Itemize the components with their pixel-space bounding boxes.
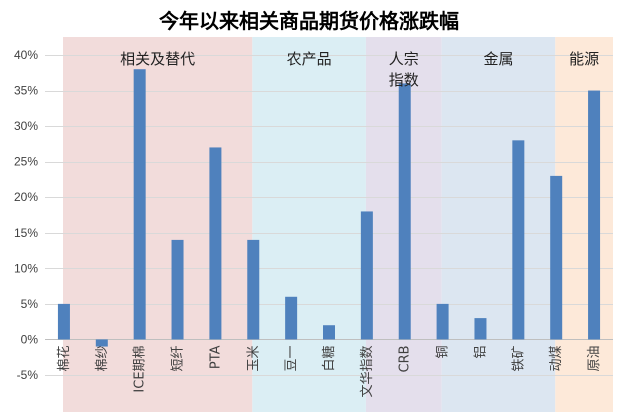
x-tick-label-5: 玉米 (246, 345, 261, 371)
group-label-3: 金属 (483, 50, 513, 68)
group-backgrounds (63, 37, 613, 412)
x-tick-label-11: 铝 (473, 345, 488, 358)
y-tick-label-8: 35% (14, 84, 38, 98)
chart-title: 今年以来相关商品期货价格涨跌幅 (159, 9, 459, 33)
bar-12 (512, 140, 525, 340)
x-tick-label-7: 白糖 (321, 345, 337, 371)
x-tick-label-0: 棉花 (56, 345, 72, 371)
group-label-4: 能源 (569, 50, 599, 68)
bar-4 (209, 147, 222, 340)
x-tick-label-8: 文华指数 (360, 345, 375, 397)
y-tick-label-4: 15% (14, 226, 38, 240)
bar-2 (133, 69, 146, 340)
group-labels: 相关及替代 农产品 人宗指数 金属 能源 (120, 50, 599, 89)
x-tick-label-9: CRB (398, 345, 413, 372)
bar-5 (247, 239, 260, 340)
bar-13 (550, 175, 563, 340)
y-tick-label-3: 10% (14, 261, 38, 275)
bar-8 (360, 211, 373, 340)
x-tick-label-4: PTA (208, 345, 223, 369)
group-band-3 (441, 37, 556, 412)
bar-9 (398, 83, 411, 340)
bar-1 (95, 339, 108, 347)
y-tick-label-9: 40% (14, 48, 38, 62)
x-tick-label-3: 短纤 (171, 345, 186, 371)
y-tick-label-7: 30% (14, 119, 38, 133)
bar-10 (436, 303, 449, 340)
group-band-0 (63, 37, 253, 412)
y-tick-label-2: 5% (21, 297, 39, 311)
bars (57, 69, 601, 347)
y-tick-label-0: -5% (17, 368, 39, 382)
bar-0 (57, 303, 70, 340)
x-axis-ticks: 棉花 棉纱 ICE期棉 短纤 PTA 玉米 豆一 白糖 文华指数 CRB 铜 铝 铁矿 动煤 原油 (56, 345, 602, 397)
group-label-1: 农产品 (287, 50, 332, 68)
x-tick-label-10: 铜 (436, 345, 451, 358)
bar-7 (323, 325, 335, 340)
x-tick-label-2: ICE期棉 (133, 345, 148, 392)
x-tick-label-1: 棉纱 (95, 345, 110, 371)
y-axis-ticks: -5% 0% 5% 10% 15% 20% 25% 30% 35% 40% (14, 48, 38, 382)
x-tick-label-14: 原油 (587, 345, 602, 371)
y-tick-label-6: 25% (14, 155, 38, 169)
group-label-2: 人宗指数 (389, 50, 419, 89)
group-band-4 (555, 37, 613, 412)
bar-6 (285, 296, 298, 340)
bar-11 (474, 318, 487, 340)
y-tick-label-5: 20% (14, 190, 38, 204)
x-tick-label-6: 豆一 (284, 345, 299, 371)
group-band-1 (252, 37, 366, 412)
bar-3 (171, 239, 184, 340)
y-tick-label-1: 0% (21, 332, 39, 346)
group-label-0: 相关及替代 (120, 50, 195, 68)
bar-14 (588, 90, 601, 340)
x-tick-label-12: 铁矿 (511, 345, 526, 371)
x-tick-label-13: 动煤 (549, 345, 564, 371)
